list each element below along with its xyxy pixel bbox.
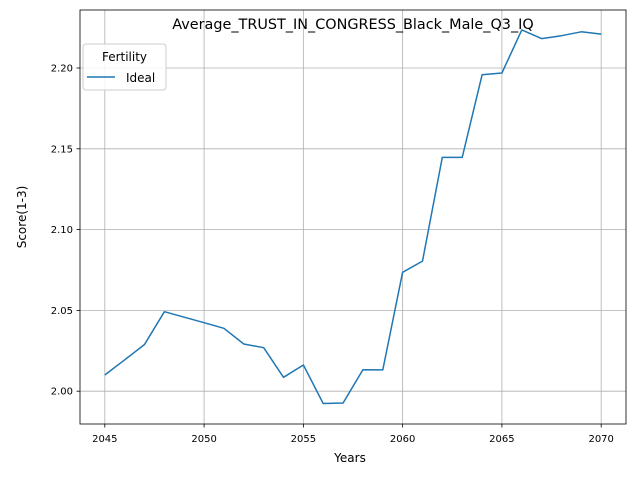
grid-lines <box>80 10 626 424</box>
y-tick-label: 2.05 <box>51 306 73 317</box>
y-axis-ticks: 2.00 2.05 2.10 2.15 2.20 <box>51 64 80 398</box>
data-point <box>501 72 503 74</box>
data-point <box>581 31 583 33</box>
series-lines <box>104 29 602 405</box>
y-tick-label: 2.20 <box>51 64 73 75</box>
chart-title: Average_TRUST_IN_CONGRESS_Black_Male_Q3_… <box>172 17 533 33</box>
data-point <box>263 347 265 349</box>
data-point <box>362 369 364 371</box>
data-point <box>422 260 424 262</box>
data-point <box>342 402 344 404</box>
legend-label-ideal: Ideal <box>126 71 155 85</box>
y-tick-label: 2.00 <box>51 387 73 398</box>
x-tick-label: 2070 <box>588 434 613 445</box>
data-point <box>322 403 324 405</box>
x-tick-label: 2045 <box>92 434 117 445</box>
data-point <box>223 328 225 330</box>
data-point <box>481 74 483 76</box>
x-tick-label: 2065 <box>489 434 514 445</box>
y-tick-label: 2.10 <box>51 225 73 236</box>
data-point <box>124 359 126 361</box>
x-axis-label: Years <box>333 451 366 465</box>
y-axis-label: Score(1-3) <box>15 186 29 249</box>
series-line-ideal <box>104 29 602 405</box>
data-point <box>303 364 305 366</box>
legend-box <box>82 43 167 91</box>
legend-title: Fertility <box>102 50 147 64</box>
x-axis-ticks: 2045 2050 2055 2060 2065 2070 <box>92 424 614 445</box>
data-point <box>600 33 602 35</box>
plot-area <box>80 10 626 424</box>
data-point <box>183 316 185 318</box>
data-point <box>144 344 146 346</box>
data-point <box>461 157 463 159</box>
x-tick-label: 2050 <box>191 434 216 445</box>
y-tick-label: 2.15 <box>51 144 73 155</box>
data-point <box>203 322 205 324</box>
x-tick-label: 2055 <box>291 434 316 445</box>
data-point <box>164 311 166 313</box>
data-point <box>243 343 245 345</box>
legend: Fertility Ideal <box>82 43 167 91</box>
data-point <box>104 374 106 376</box>
data-point <box>561 35 563 37</box>
x-tick-label: 2060 <box>390 434 415 445</box>
data-point <box>382 369 384 371</box>
data-point <box>541 38 543 40</box>
data-point <box>442 157 444 159</box>
data-point <box>402 271 404 273</box>
plot-frame <box>79 9 627 425</box>
data-point <box>283 376 285 378</box>
